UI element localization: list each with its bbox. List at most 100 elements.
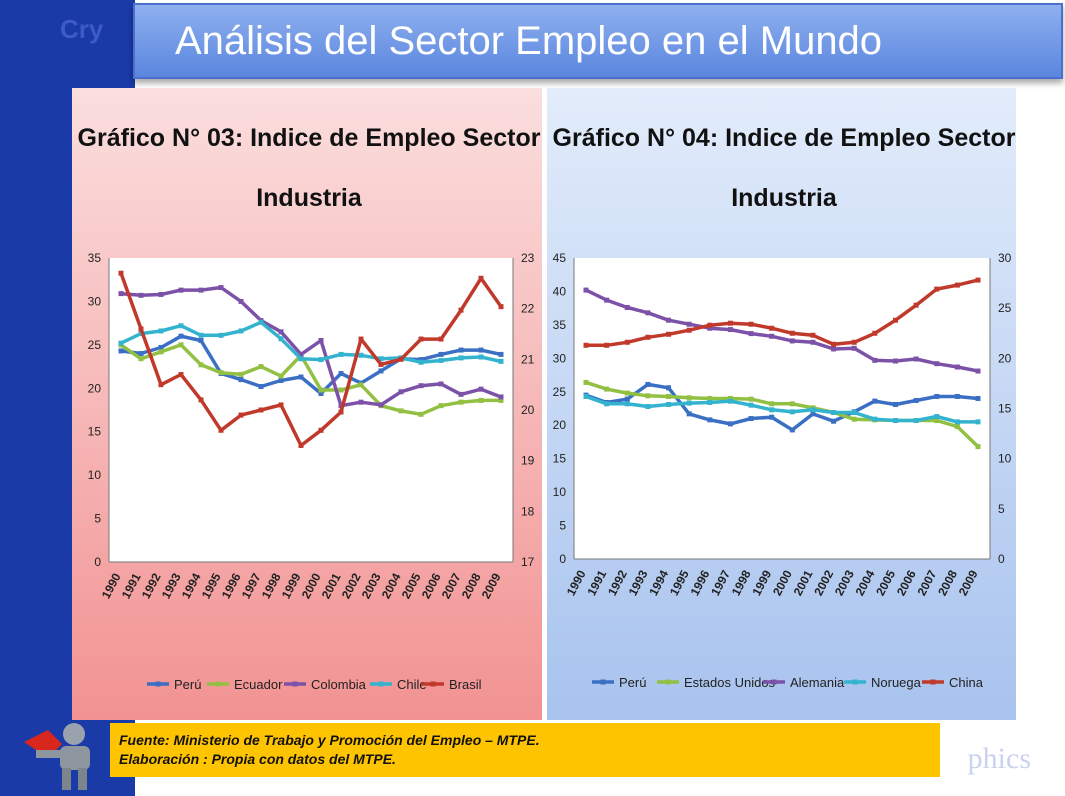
x-tick-label: 1991: [119, 571, 144, 601]
x-tick-label: 2003: [359, 571, 384, 601]
legend-label: Brasil: [449, 677, 482, 692]
data-point: [934, 286, 940, 292]
data-point: [810, 407, 816, 413]
data-point: [438, 381, 444, 387]
data-point: [498, 304, 504, 310]
data-point: [727, 320, 733, 326]
data-point: [913, 356, 919, 362]
x-tick-label: 2007: [439, 571, 464, 601]
legend-label: Chile: [397, 677, 427, 692]
data-point: [378, 356, 384, 362]
y-left-tick-label: 40: [553, 284, 567, 298]
data-point: [138, 326, 144, 332]
data-point: [298, 356, 304, 362]
data-point: [934, 393, 940, 399]
data-point: [748, 416, 754, 422]
data-point: [498, 397, 504, 403]
data-point: [478, 386, 484, 392]
y-right-tick-label: 10: [998, 452, 1012, 466]
data-point: [158, 291, 164, 297]
x-tick-label: 2009: [479, 571, 504, 601]
x-tick-label: 1990: [99, 571, 124, 601]
x-tick-label: 2000: [299, 571, 324, 601]
series-line: [585, 288, 979, 373]
data-point: [358, 382, 364, 388]
data-point: [624, 339, 630, 345]
chart-03: Gráfico N° 03: Indice de Empleo Sector In…: [78, 124, 541, 692]
data-point: [727, 395, 733, 401]
data-point: [666, 331, 672, 337]
y-right-tick-label: 15: [998, 402, 1012, 416]
data-point: [258, 407, 264, 413]
y-left-tick-label: 20: [553, 418, 567, 432]
series-line: [120, 320, 502, 364]
y-left-tick-label: 0: [559, 552, 566, 566]
data-point: [358, 399, 364, 405]
data-point: [975, 395, 981, 401]
y-left-tick-label: 15: [88, 425, 102, 439]
x-tick-label: 1991: [584, 568, 609, 598]
data-point: [338, 409, 344, 415]
title-bar: Análisis del Sector Empleo en el Mundo: [133, 3, 1063, 79]
y-left-tick-label: 5: [94, 512, 101, 526]
source-note: Fuente: Ministerio de Trabajo y Promoció…: [110, 723, 940, 777]
data-point: [178, 323, 184, 329]
x-tick-label: 1997: [708, 568, 733, 598]
data-point: [418, 411, 424, 417]
data-point: [604, 401, 610, 407]
data-point: [666, 401, 672, 407]
data-point: [604, 386, 610, 392]
y-left-tick-label: 35: [553, 318, 567, 332]
y-left-tick-label: 30: [553, 351, 567, 365]
data-point: [278, 336, 284, 342]
y-right-tick-label: 18: [521, 504, 535, 518]
legend-marker: [600, 679, 606, 685]
data-point: [954, 419, 960, 425]
data-point: [158, 349, 164, 355]
legend-label: Colombia: [311, 677, 367, 692]
data-point: [498, 351, 504, 357]
data-point: [954, 393, 960, 399]
x-tick-label: 2004: [853, 568, 878, 598]
data-point: [872, 357, 878, 363]
page-title: Análisis del Sector Empleo en el Mundo: [175, 19, 883, 63]
series-line: [119, 272, 503, 448]
data-point: [298, 374, 304, 380]
elaboration-line: Elaboración : Propia con datos del MTPE.: [119, 751, 396, 767]
data-point: [198, 287, 204, 293]
series-line: [586, 278, 979, 348]
y-right-tick-label: 0: [998, 552, 1005, 566]
y-right-tick-label: 21: [521, 352, 535, 366]
x-tick-label: 1999: [749, 568, 774, 598]
data-point: [645, 381, 651, 387]
legend-marker: [430, 681, 436, 687]
data-point: [178, 342, 184, 348]
watermark-bottom: phics: [967, 742, 1031, 775]
legend-label: Perú: [174, 677, 201, 692]
x-tick-label: 1992: [605, 568, 630, 598]
data-point: [118, 270, 124, 276]
x-tick-label: 1993: [626, 568, 651, 598]
chart-panel-04: Gráfico N° 04: Indice de Empleo Sector In…: [547, 88, 1016, 720]
x-tick-label: 2003: [832, 568, 857, 598]
data-point: [727, 327, 733, 333]
legend-marker: [930, 679, 936, 685]
data-point: [851, 345, 857, 351]
data-point: [645, 310, 651, 316]
x-tick-label: 1996: [219, 571, 244, 601]
data-point: [583, 287, 589, 293]
data-point: [398, 408, 404, 414]
x-tick-label: 1992: [139, 571, 164, 601]
data-point: [727, 398, 733, 404]
x-tick-label: 1993: [159, 571, 184, 601]
chart-title-line: Industria: [731, 184, 838, 212]
x-tick-label: 2007: [914, 568, 939, 598]
series-line: [120, 334, 502, 396]
series-line: [120, 285, 502, 408]
data-point: [178, 287, 184, 293]
data-point: [118, 348, 124, 354]
data-point: [318, 427, 324, 433]
data-point: [624, 396, 630, 402]
data-point: [478, 354, 484, 360]
data-point: [872, 330, 878, 336]
